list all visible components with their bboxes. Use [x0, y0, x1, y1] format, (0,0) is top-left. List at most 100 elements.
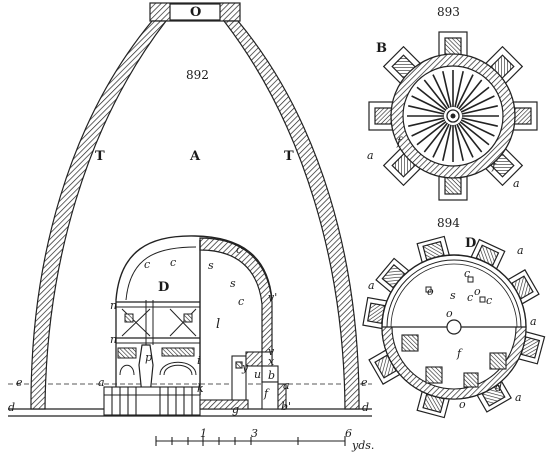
label-c-894-3: c: [486, 294, 493, 307]
label-f-893-left: f: [397, 135, 402, 148]
figure-893-number: 893: [437, 5, 460, 19]
label-l: l: [216, 317, 221, 332]
label-i: i: [197, 354, 201, 367]
radial-flue: [459, 120, 490, 146]
label-s-dome: s: [208, 259, 214, 272]
base-grating: [103, 386, 201, 416]
radial-flue: [411, 119, 446, 137]
label-a-893-left: a: [367, 149, 374, 162]
radial-flue: [442, 71, 452, 108]
kiln-dome-inner: [125, 246, 197, 301]
radial-flue: [408, 105, 445, 115]
label-a-left: a: [98, 376, 105, 389]
label-o-894-bottom: o: [459, 398, 466, 411]
kiln-dome-section: [199, 237, 273, 361]
label-f: f: [264, 387, 269, 400]
label-s-894: s: [450, 289, 456, 302]
radial-flue: [408, 117, 445, 127]
label-D-892: D: [158, 280, 170, 295]
floor-slab: [199, 399, 249, 410]
label-c-894-2: c: [467, 291, 474, 304]
upper-lattice: [121, 308, 197, 337]
label-c-dome-1: c: [144, 258, 151, 271]
label-a-894-top-right: a: [517, 244, 524, 257]
radial-flue: [432, 123, 450, 158]
label-a-right: a: [283, 379, 290, 392]
label-a-894-right: a: [530, 315, 537, 328]
figure-892-number: 892: [186, 68, 209, 82]
figure-892-section: [8, 2, 372, 417]
label-O-top: O: [190, 5, 202, 20]
kiln-dome-outer: [115, 235, 273, 301]
label-c-dome-2: c: [170, 256, 177, 269]
label-d-894: d: [495, 381, 503, 394]
radial-flue: [457, 79, 483, 110]
label-D-894: D: [465, 236, 477, 251]
radial-flue: [416, 86, 447, 112]
scale-bar: [155, 436, 346, 446]
label-A: A: [190, 149, 201, 164]
radial-flue: [460, 119, 495, 137]
radial-flue: [460, 95, 495, 113]
label-e-left: e: [16, 376, 23, 389]
radial-flue: [454, 124, 464, 161]
radial-flue: [461, 105, 498, 115]
label-o-894-centre: o: [446, 307, 453, 320]
label-v-prime: v': [268, 291, 278, 304]
scale-label-3: 3: [251, 427, 258, 440]
label-n-lower: n: [110, 333, 118, 346]
label-b-prime: b': [281, 400, 292, 413]
label-d-left: d: [8, 401, 16, 414]
radial-flue: [411, 95, 446, 113]
radial-flue: [461, 117, 498, 127]
label-b: b: [268, 369, 276, 382]
figure-893-plan: [368, 31, 538, 201]
radial-flue: [459, 86, 490, 112]
label-o-894-1: o: [427, 285, 434, 298]
label-e-right: e: [361, 376, 368, 389]
label-a-893-right: a: [513, 177, 520, 190]
radial-flue: [416, 120, 447, 146]
label-x: x: [268, 355, 275, 368]
figure-894-plan: [362, 235, 546, 419]
label-k: k: [197, 382, 204, 395]
chimney-opening: [169, 3, 221, 21]
radial-flue: [423, 79, 449, 110]
label-g: g: [232, 403, 240, 416]
figure-894-number: 894: [437, 216, 460, 230]
radial-flue: [454, 71, 464, 108]
fire-arches: [117, 347, 197, 376]
label-c-right-1: c: [236, 243, 243, 256]
flue-chambers: [231, 351, 287, 410]
label-s-right: s: [230, 277, 236, 290]
label-B: B: [376, 41, 387, 56]
radial-flue: [457, 122, 483, 153]
radial-flue: [456, 74, 474, 109]
label-p: p: [145, 351, 153, 364]
label-c-894-1: c: [464, 267, 471, 280]
label-a-894-bottom-right: a: [515, 391, 522, 404]
scale-unit-label: yds.: [352, 439, 375, 452]
radial-flue: [456, 123, 474, 158]
label-u: u: [254, 368, 262, 381]
label-c-right-2: c: [238, 295, 245, 308]
cone-wall-left: [30, 20, 168, 410]
radial-flue: [432, 74, 450, 109]
label-n-upper: n: [110, 299, 118, 312]
label-d-right: d: [362, 401, 370, 414]
label-f-893-right: f: [492, 159, 497, 172]
radial-flue: [423, 122, 449, 153]
cone-wall-right: [222, 20, 360, 410]
scale-label-1: 1: [200, 427, 207, 440]
label-T-left: T: [95, 149, 105, 164]
label-T-right: T: [284, 149, 294, 164]
label-a-894-left: a: [368, 279, 375, 292]
label-y: y: [242, 361, 249, 374]
radial-flue: [442, 124, 452, 161]
scale-label-6: 6: [345, 427, 352, 440]
label-v: v: [268, 345, 275, 358]
label-f-894: f: [457, 347, 462, 360]
label-o-894-2: o: [474, 285, 481, 298]
